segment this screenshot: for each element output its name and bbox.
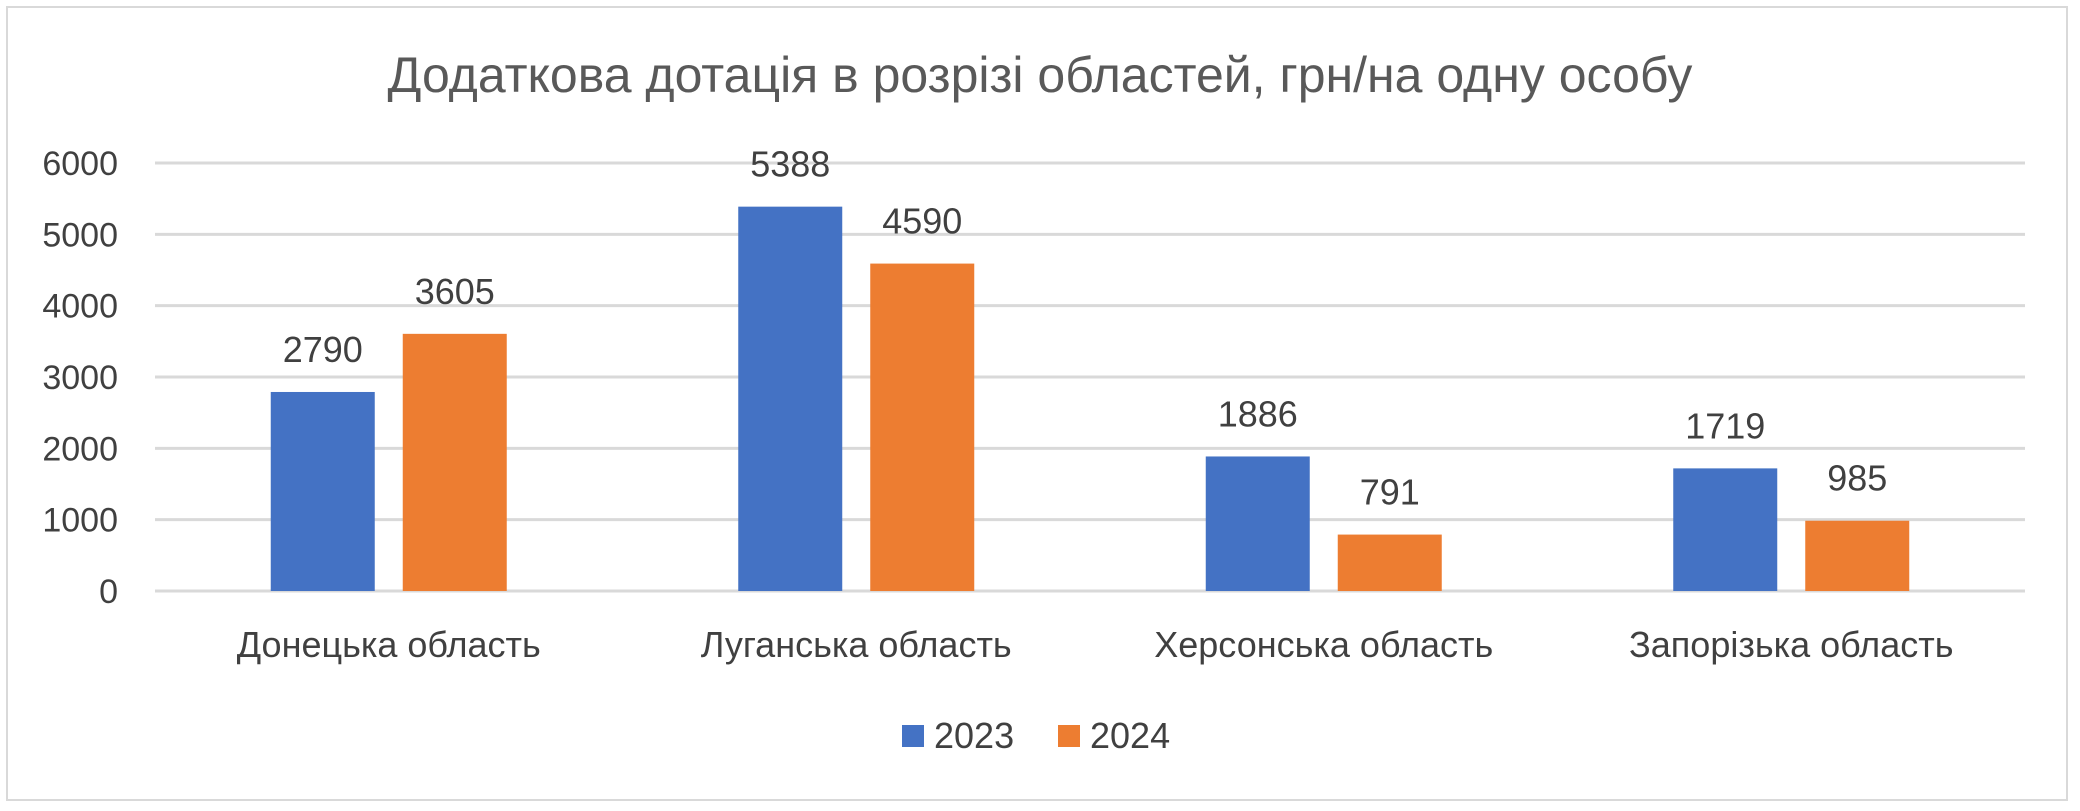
bar-2024-1 <box>402 333 507 591</box>
bar-2023-3 <box>1205 456 1310 591</box>
bars <box>270 206 1910 591</box>
data-labels: 2790 3605 5388 4590 1886 791 1719 985 <box>283 144 1888 513</box>
data-label: 5388 <box>750 144 830 185</box>
y-tick-label: 2000 <box>42 430 118 468</box>
data-label: 985 <box>1827 458 1887 499</box>
data-label: 3605 <box>415 271 495 312</box>
y-tick-label: 0 <box>99 573 118 611</box>
legend-label: 2024 <box>1090 715 1170 756</box>
bar-2023-1 <box>270 391 375 591</box>
bar-2024-4 <box>1805 520 1910 591</box>
y-tick-label: 5000 <box>42 216 118 254</box>
data-label: 791 <box>1360 472 1420 513</box>
data-label: 4590 <box>882 201 962 242</box>
y-axis: 0 1000 2000 3000 4000 5000 6000 <box>42 145 118 611</box>
data-label: 1719 <box>1685 405 1765 446</box>
x-category-label: Херсонська область <box>1154 624 1493 665</box>
x-category-label: Луганська область <box>701 624 1012 665</box>
data-label: 2790 <box>283 329 363 370</box>
bar-2024-3 <box>1337 534 1442 591</box>
legend-swatch-2023 <box>902 725 924 747</box>
x-category-label: Запорізька область <box>1629 624 1953 665</box>
chart-title: Додаткова дотація в розрізі областей, гр… <box>388 47 1693 103</box>
x-axis: Донецька область Луганська область Херсонс… <box>237 624 1954 665</box>
legend: 2023 2024 <box>902 715 1170 756</box>
bar-2023-4 <box>1673 468 1778 591</box>
legend-swatch-2024 <box>1058 725 1080 747</box>
legend-label: 2023 <box>934 715 1014 756</box>
y-tick-label: 1000 <box>42 502 118 540</box>
x-category-label: Донецька область <box>237 624 541 665</box>
data-label: 1886 <box>1218 393 1298 434</box>
y-tick-label: 3000 <box>42 359 118 397</box>
bar-2024-2 <box>870 263 975 591</box>
bar-2023-2 <box>738 206 843 591</box>
y-tick-label: 6000 <box>42 145 118 183</box>
y-tick-label: 4000 <box>42 288 118 326</box>
